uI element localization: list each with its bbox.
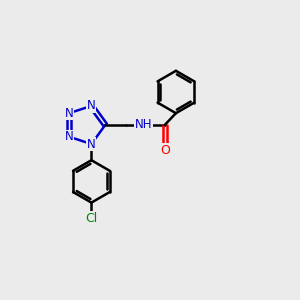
Text: N: N	[87, 137, 96, 151]
Text: N: N	[87, 99, 96, 112]
Text: Cl: Cl	[85, 212, 98, 225]
Text: N: N	[64, 107, 74, 120]
Text: O: O	[160, 143, 170, 157]
Text: N: N	[64, 130, 74, 143]
Text: NH: NH	[135, 118, 152, 131]
